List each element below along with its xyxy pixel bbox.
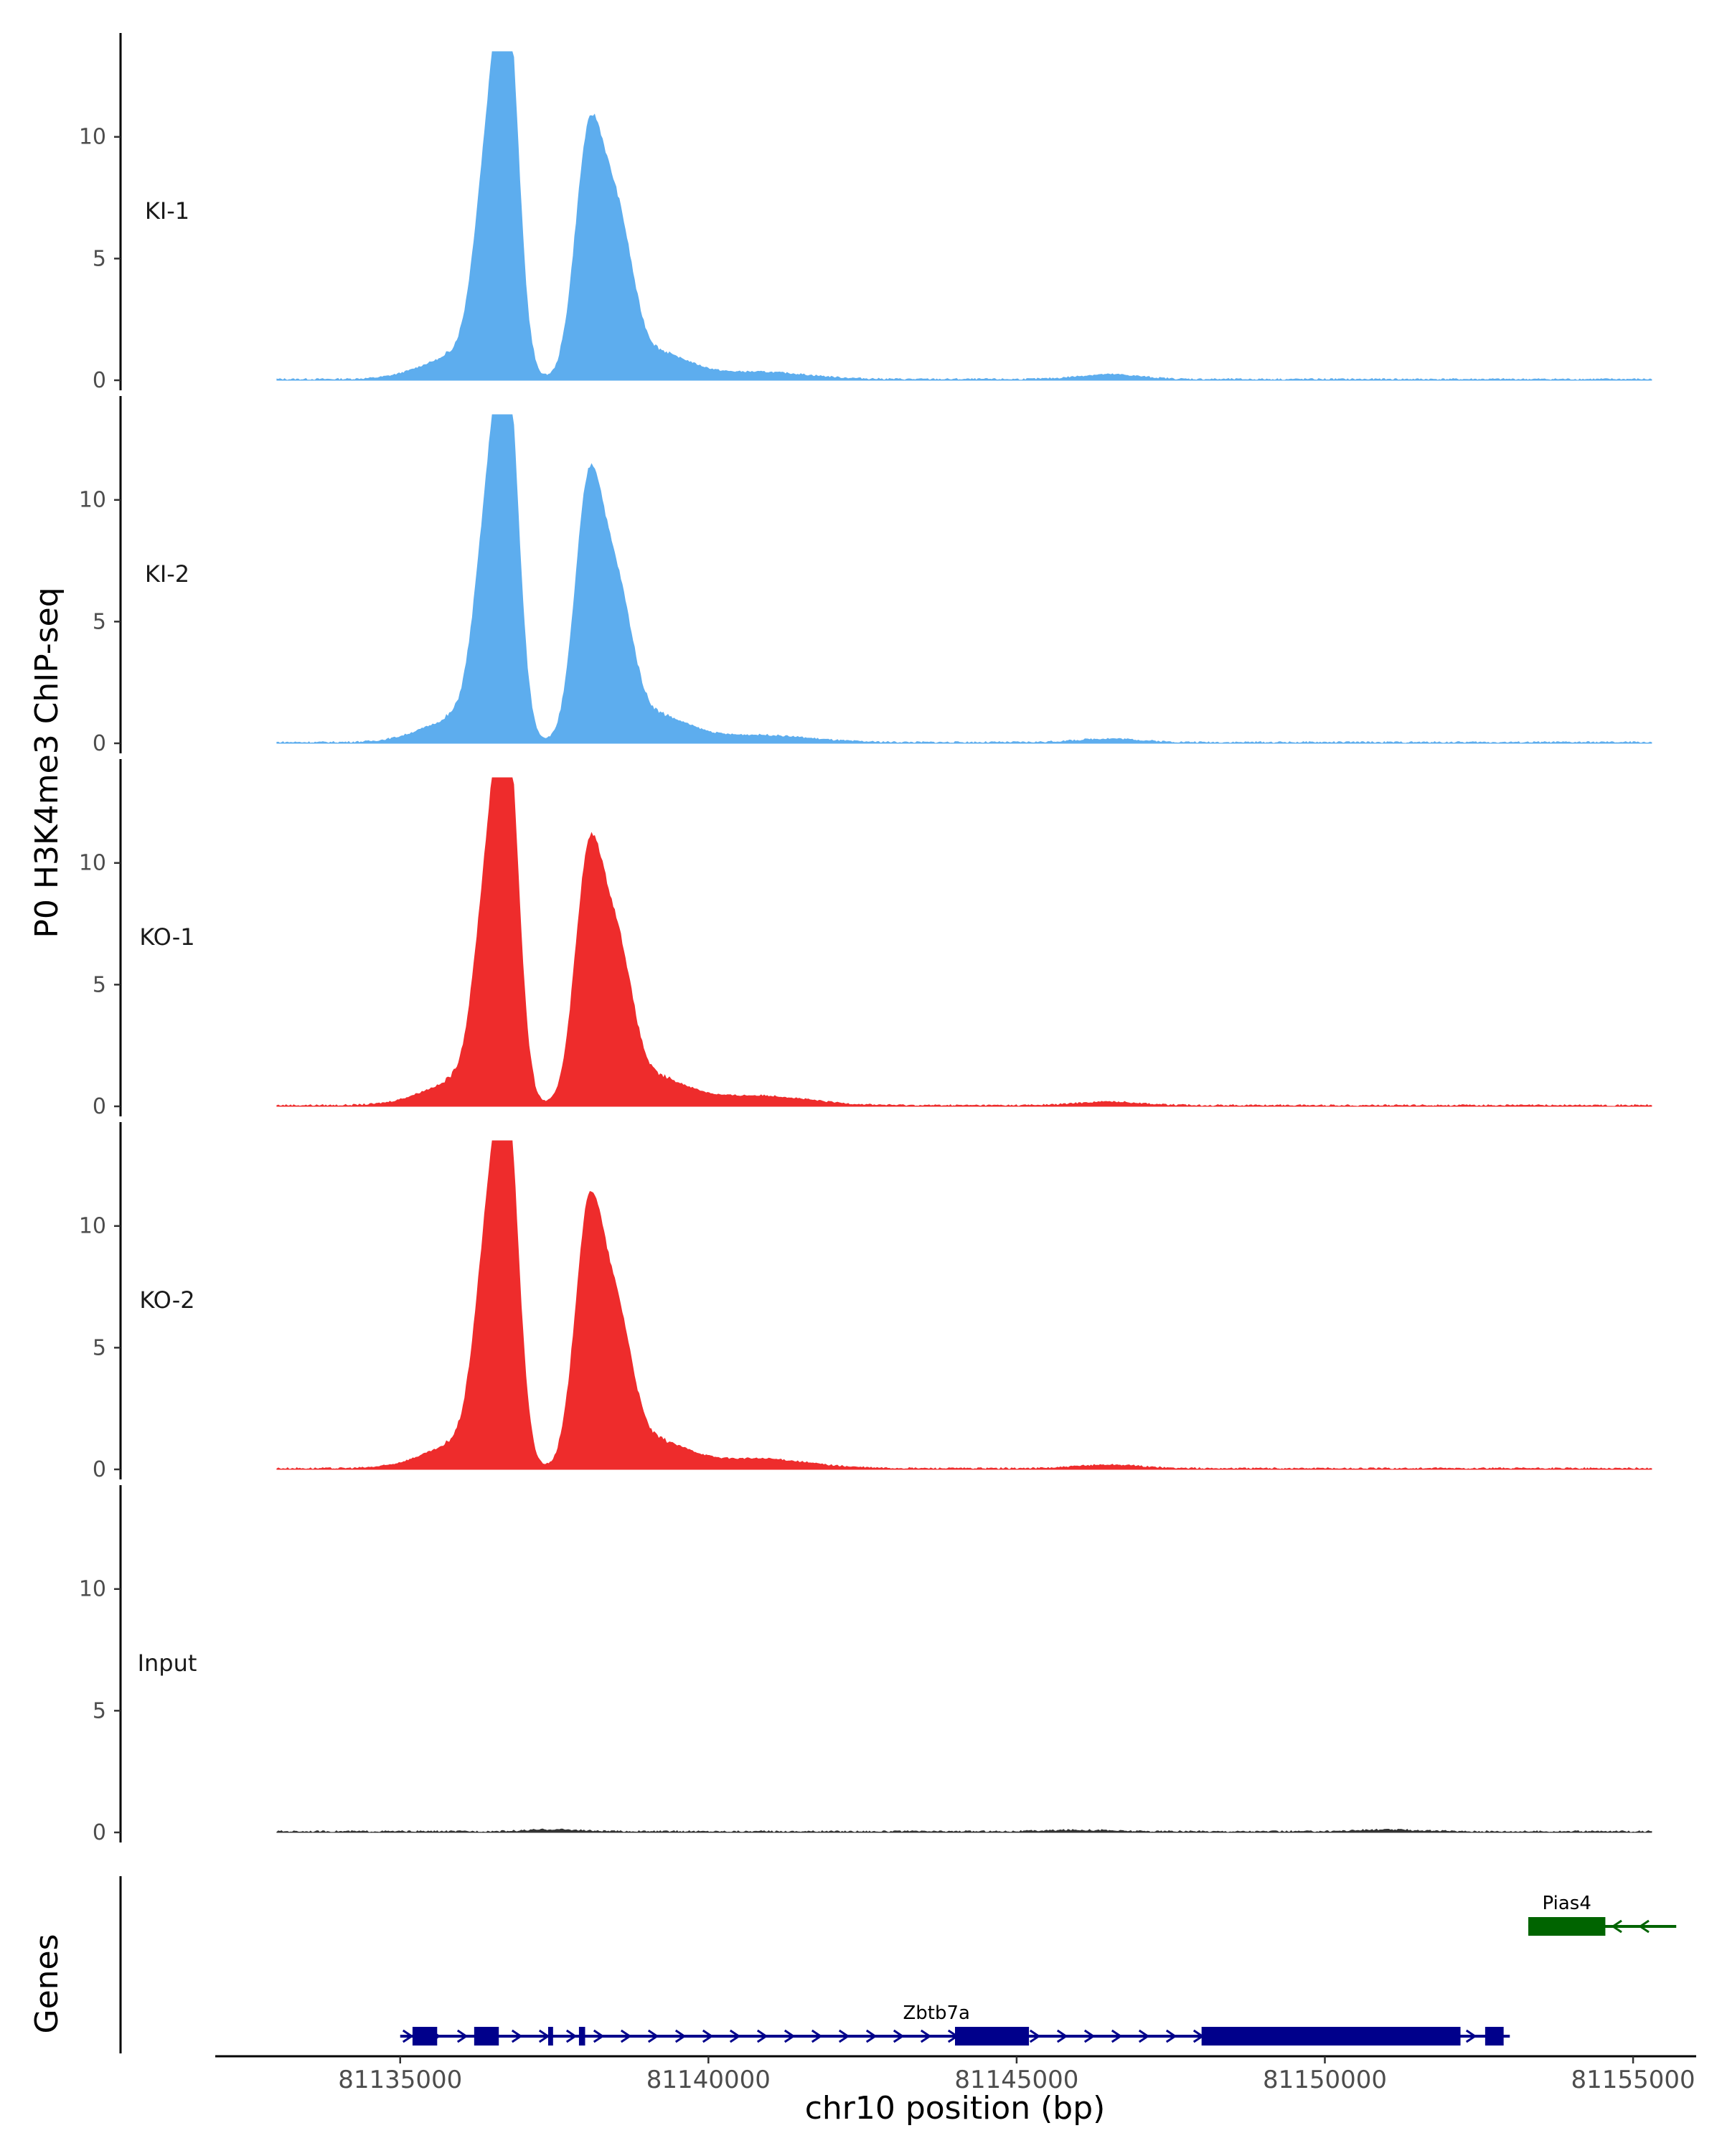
track-label: KI-1 [145,197,189,225]
x-tick-label: 81145000 [954,2066,1078,2094]
strand-chevron [756,2029,768,2043]
signal-area [276,51,1652,381]
y-tick-label: 10 [79,1214,106,1239]
strand-chevron [402,2029,414,2043]
strand-chevron [456,2029,469,2043]
exon [1528,1917,1606,1936]
x-axis: 81135000 81140000 81145000 81150000 81155000 [215,2055,1696,2094]
gene-zbtb7a: Zbtb7a [400,2002,1510,2046]
strand-chevron [1638,1919,1650,1934]
track-ki-2: 0 5 10 KI-2 [79,396,1652,756]
y-tick-label: 10 [79,1577,106,1602]
y-tick-label: 10 [79,125,106,150]
strand-chevron [1165,2029,1177,2043]
track-label: KO-1 [139,923,194,951]
strand-chevron [593,2029,605,2043]
genes-axis-title: Genes [29,1934,65,2033]
x-tick-label: 81140000 [646,2066,771,2094]
exon [474,2027,499,2046]
gene-label: Pias4 [1543,1893,1591,1914]
exon [547,2027,553,2046]
strand-chevron [784,2029,796,2043]
y-tick-label: 10 [79,488,106,513]
exon [955,2027,1030,2046]
track-input: 0 5 10 Input [79,1485,1652,1845]
track-label: KO-2 [139,1286,194,1314]
strand-chevron [1029,2029,1041,2043]
y-tick-label: 5 [93,609,106,634]
track-ki-1: 0 5 10 KI-1 [79,33,1652,393]
track-ko-1: 0 5 10 KO-1 [79,759,1652,1119]
strand-chevron [1465,2029,1477,2043]
exon [412,2027,438,2046]
strand-chevron [1111,2029,1123,2043]
x-tick-label: 81150000 [1263,2066,1387,2094]
strand-chevron [565,2029,578,2043]
y-tick-label: 5 [93,1698,106,1723]
strand-chevron [1611,1919,1622,1934]
y-tick-label: 5 [93,1335,106,1360]
x-tick-label: 81135000 [338,2066,462,2094]
genes-layer: Zbtb7a Pias4 [119,1876,1677,2053]
x-tick-label: 81155000 [1571,2066,1695,2094]
signal-area [276,414,1652,744]
signal-area [276,1140,1652,1470]
track-label: KI-2 [145,560,189,588]
strand-chevron [620,2029,632,2043]
strand-chevron [893,2029,905,2043]
signal-area [276,777,1652,1107]
y-tick-label: 0 [93,1457,106,1482]
strand-chevron [647,2029,659,2043]
y-tick-label: 0 [93,368,106,393]
y-tick-label: 5 [93,972,106,997]
gene-pias4: Pias4 [1528,1893,1677,1936]
strand-chevron [920,2029,932,2043]
strand-chevron [729,2029,741,2043]
strand-chevron [811,2029,823,2043]
y-tick-label: 5 [93,246,106,271]
y-tick-label: 0 [93,1820,106,1845]
strand-chevron [865,2029,878,2043]
strand-chevron [838,2029,850,2043]
signal-area [276,1828,1652,1833]
gene-label: Zbtb7a [903,2002,970,2024]
strand-chevron [1056,2029,1068,2043]
track-ko-2: 0 5 10 KO-2 [79,1122,1652,1482]
y-tick-label: 0 [93,731,106,756]
exon [1485,2027,1504,2046]
strand-chevron [1138,2029,1150,2043]
strand-chevron [674,2029,687,2043]
strand-chevron [1083,2029,1096,2043]
tracks-layer: 0 5 10 KI-1 0 5 10 KI-2 0 5 10 KO-1 0 5 10 KO-2 0 5 10 Inpu… [79,33,1652,1845]
strand-chevron [702,2029,714,2043]
strand-chevron [511,2029,523,2043]
strand-chevron [538,2029,550,2043]
y-tick-label: 0 [93,1094,106,1119]
exon [578,2027,585,2046]
y-tick-label: 10 [79,851,106,876]
y-axis-title: P0 H3K4me3 ChIP-seq [29,587,65,938]
exon [1201,2027,1461,2046]
track-label: Input [138,1649,197,1677]
x-axis-title: chr10 position (bp) [805,2090,1106,2127]
